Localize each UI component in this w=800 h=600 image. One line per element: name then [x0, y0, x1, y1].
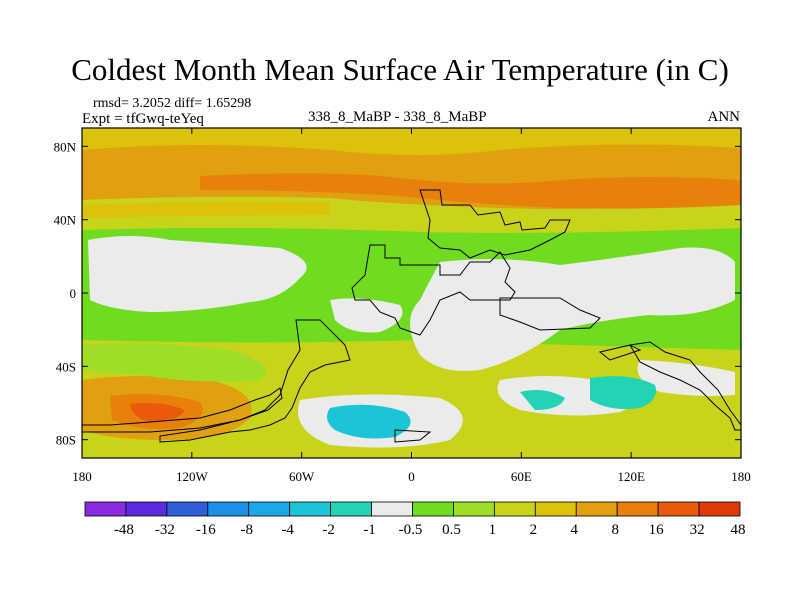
field-zero-east-pacific [88, 236, 307, 312]
colorbar-swatch [412, 501, 454, 517]
field-cyan-south-indian [590, 376, 656, 409]
field-cyan-south-atlantic [326, 404, 411, 439]
colorbar-swatch [698, 501, 741, 517]
colorbar-swatch [371, 501, 413, 517]
lat-tick-label: 40S [56, 359, 76, 374]
axis-ticks: 80N 40N 0 40S 80S 180 120W 60W 0 60E 120E 180 [54, 128, 751, 484]
africa-europe-outline [351, 244, 516, 336]
colorbar-label: -2 [322, 522, 335, 538]
colorbar-label: -16 [196, 522, 216, 538]
colorbar-swatch [207, 501, 250, 517]
colorbar-swatch [616, 501, 659, 517]
temperature-field [82, 128, 741, 458]
lat-tick-label: 80N [54, 139, 77, 154]
south-island-outline [394, 429, 432, 443]
lon-tick-label: 60W [289, 469, 315, 484]
antarctic-peninsula-outline [82, 387, 283, 433]
colorbar-label: 4 [571, 522, 579, 538]
continent-outlines [82, 189, 741, 443]
lon-tick-label: 60E [511, 469, 532, 484]
field-zero-southwest-pacific [637, 360, 735, 396]
colorbar-swatch [248, 501, 291, 517]
lon-tick-label: 120W [176, 469, 209, 484]
colorbar-swatch [575, 501, 618, 517]
colorbar-swatch [657, 501, 700, 517]
lon-tick-label: 120E [617, 469, 645, 484]
colorbar-label: 1 [489, 522, 497, 538]
colorbar-label: -0.5 [399, 522, 423, 538]
maritime-continent-outline [499, 297, 601, 331]
chart-title: Coldest Month Mean Surface Air Temperatu… [71, 52, 729, 87]
field-south-light-green [82, 343, 266, 382]
colorbar-swatch [166, 501, 209, 517]
colorbar-swatch [84, 501, 127, 517]
new-guinea-outline [598, 344, 642, 361]
colorbar: -48 -32 -16 -8 -4 -2 -1 -0.5 0.5 1 2 4 8 16 32 48 [84, 501, 746, 538]
colorbar-swatch [125, 501, 168, 517]
colorbar-label: -48 [114, 522, 134, 538]
colorbar-label: 2 [530, 522, 538, 538]
colorbar-label: 8 [611, 522, 619, 538]
field-south-pacific-max [130, 402, 185, 422]
lon-tick-label: 0 [408, 469, 415, 484]
colorbar-label: -4 [281, 522, 294, 538]
colorbar-label: 32 [690, 522, 705, 538]
lat-tick-label: 0 [70, 286, 77, 301]
lon-tick-label: 180 [72, 469, 92, 484]
colorbar-label: -1 [363, 522, 376, 538]
field-north-dark-orange [200, 173, 741, 209]
colorbar-swatch [453, 501, 495, 517]
lat-tick-label: 40N [54, 213, 77, 228]
colorbar-label: 48 [731, 522, 746, 538]
lon-tick-label: 180 [731, 469, 751, 484]
lat-tick-label: 80S [56, 433, 76, 448]
colorbar-swatch [534, 501, 577, 517]
colorbar-swatch [289, 501, 332, 517]
south-america-outline [159, 319, 351, 443]
colorbar-label: -32 [155, 522, 175, 538]
season-label: ANN [707, 109, 741, 125]
colorbar-swatch [330, 501, 372, 517]
colorbar-label: 16 [649, 522, 665, 538]
colorbar-swatch [493, 501, 536, 517]
case-subtitle: 338_8_MaBP - 338_8_MaBP [308, 109, 487, 125]
australia-outline [629, 341, 741, 431]
rmsd-diff-stats: rmsd= 3.2052 diff= 1.65298 [93, 96, 252, 111]
field-zero-indian-pacific [410, 247, 735, 371]
field-midlat-gold [82, 201, 330, 218]
colorbar-label: 0.5 [442, 522, 461, 538]
colorbar-label: -8 [241, 522, 254, 538]
experiment-label: Expt = tfGwq-teYeq [82, 111, 204, 127]
field-cyan-patch [520, 390, 565, 410]
field-zero-atlantic [330, 298, 403, 333]
eurasia-outline [419, 189, 571, 259]
